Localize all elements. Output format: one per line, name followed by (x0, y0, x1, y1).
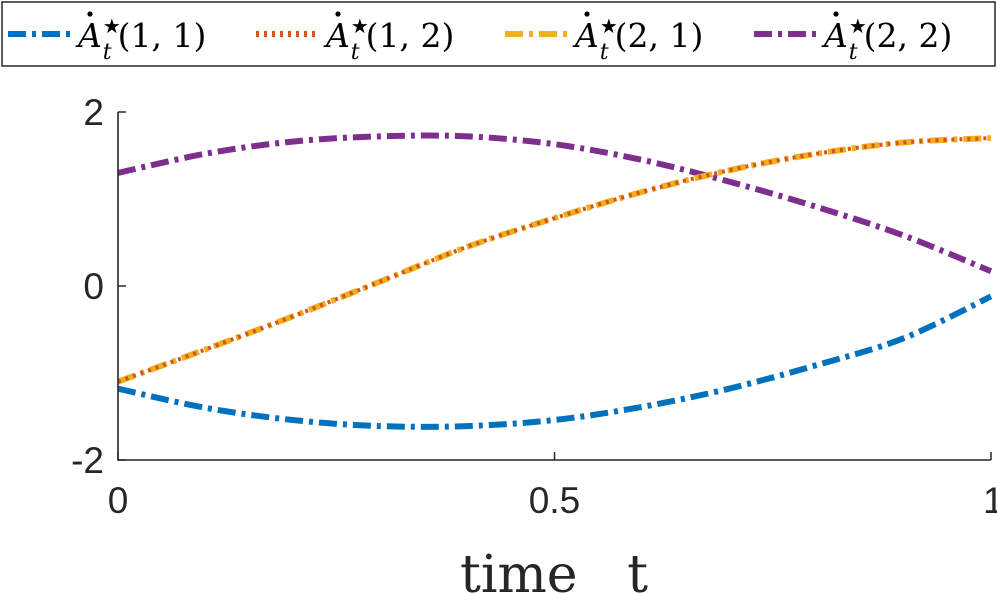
legend-label-args: (2, 2) (864, 16, 953, 55)
y-tick-label: 0 (83, 266, 104, 307)
legend-box (1, 1, 996, 67)
star-superscript-icon: ★ (103, 14, 121, 38)
derivative-dot-icon (335, 11, 341, 17)
series-line-2 (117, 136, 992, 384)
subscript-t-icon: t (103, 40, 112, 65)
y-tick-label: -2 (71, 440, 104, 481)
x-axis-label: time t (460, 545, 648, 593)
x-tick-label: 0.5 (529, 480, 580, 521)
y-tick-label: 2 (83, 92, 104, 133)
star-superscript-icon: ★ (351, 14, 369, 38)
legend-label-base: A (323, 16, 350, 55)
derivative-dot-icon (833, 11, 839, 17)
legend-label-4: A★ t (2, 2) (821, 14, 952, 65)
star-superscript-icon: ★ (849, 14, 867, 38)
derivative-dot-icon (87, 11, 93, 17)
legend-label-base: A (75, 16, 102, 55)
axis-lines (117, 112, 991, 461)
subscript-t-icon: t (849, 40, 858, 65)
legend-label-2: A★ t (1, 2) (323, 14, 454, 65)
legend-label-base: A (572, 16, 599, 55)
x-tick-label: 1 (983, 480, 997, 521)
legend-label-args: (1, 2) (366, 16, 455, 55)
series-line-4 (117, 132, 993, 274)
subscript-t-icon: t (600, 40, 609, 65)
legend: A★ t (1, 1) A★ t (1, 2) A★ t (2, 1) A★ t (2, 2) (1, 1, 996, 67)
ticks-layer: 0 0.5 1-202 (71, 92, 997, 521)
plot-area (118, 112, 991, 460)
axes: 0 0.5 1-202 (71, 92, 997, 521)
derivative-dot-icon (584, 11, 590, 17)
legend-label-args: (1, 1) (118, 16, 207, 55)
x-tick-label: 0 (108, 480, 129, 521)
legend-label-1: A★ t (1, 1) (75, 14, 206, 65)
series-line-1 (117, 293, 993, 430)
legend-label-args: (2, 1) (615, 16, 704, 55)
star-superscript-icon: ★ (600, 14, 618, 38)
subscript-t-icon: t (351, 40, 360, 65)
legend-label-base: A (821, 16, 848, 55)
series-layer (116, 132, 993, 430)
legend-label-3: A★ t (2, 1) (572, 14, 703, 65)
